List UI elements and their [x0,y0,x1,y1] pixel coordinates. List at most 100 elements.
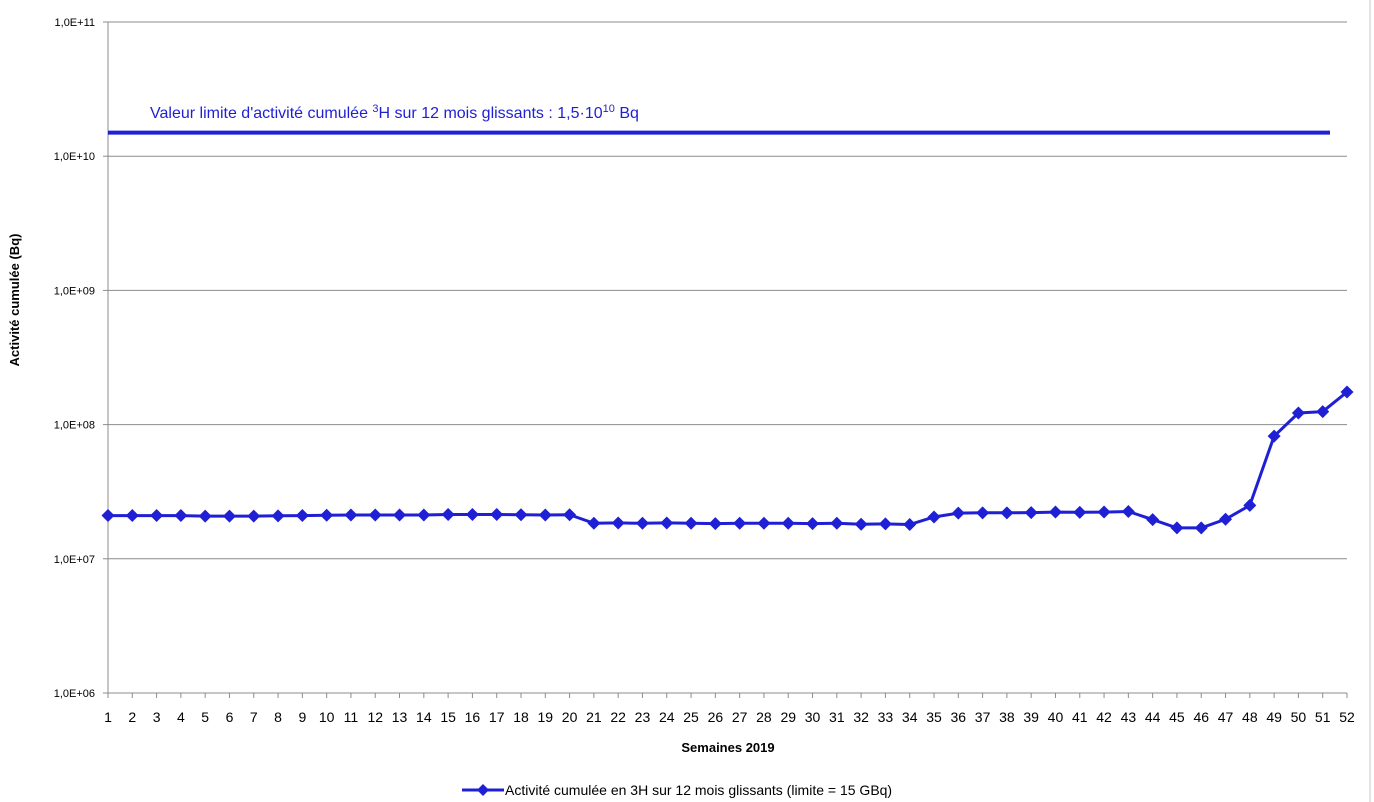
x-tick-label: 49 [1266,709,1282,725]
series-point [1243,498,1257,512]
x-tick-label: 47 [1218,709,1234,725]
x-tick-label: 6 [226,709,234,725]
series-point [733,516,747,530]
series-point [611,516,625,530]
limit-annotation-sup2: 10 [603,103,615,115]
series-point [1073,505,1087,519]
series-point [320,508,334,522]
series-point [806,517,820,531]
x-tick-label: 27 [732,709,748,725]
limit-annotation-end: Bq [615,105,639,122]
legend-marker-swatch [477,784,489,796]
y-tick-label: 1,0E+06 [54,688,95,700]
y-tick-label: 1,0E+07 [54,554,95,566]
legend-label: Activité cumulée en 3H sur 12 mois gliss… [505,782,892,798]
series-point [1097,505,1111,519]
series-point [174,509,188,523]
x-tick-label: 34 [902,709,918,725]
series-point [271,509,285,523]
series-point [1291,406,1305,420]
series-point [830,516,844,530]
x-tick-labels: 1 2 3 4 5 6 7 8 9 10 11 12 13 14 15 16 17 18 19 20 21 22 23 24 2… [104,693,1355,725]
x-tick-label: 44 [1145,709,1161,725]
series-point [538,508,552,522]
x-tick-label: 38 [999,709,1015,725]
x-tick-label: 22 [610,709,626,725]
series-markers [101,385,1354,535]
series-point [1024,506,1038,520]
series-point [757,516,771,530]
x-tick-label: 10 [319,709,335,725]
x-tick-label: 18 [513,709,529,725]
x-tick-label: 41 [1072,709,1088,725]
x-tick-label: 43 [1121,709,1137,725]
x-tick-label: 39 [1023,709,1039,725]
y-tick-label: 1,0E+10 [54,151,95,163]
series-point [1340,385,1354,399]
x-tick-label: 14 [416,709,432,725]
x-tick-label: 9 [298,709,306,725]
x-tick-label: 25 [683,709,699,725]
x-tick-label: 51 [1315,709,1331,725]
x-tick-label: 24 [659,709,675,725]
x-tick-label: 48 [1242,709,1258,725]
x-tick-label: 33 [878,709,894,725]
y-tick-label: 1,0E+11 [55,17,95,29]
x-tick-label: 42 [1096,709,1112,725]
limit-annotation-sup1: 3 [372,103,378,115]
legend: Activité cumulée en 3H sur 12 mois gliss… [462,782,892,798]
series-point [587,516,601,530]
series-point [660,516,674,530]
x-tick-label: 20 [562,709,578,725]
series-point [927,510,941,524]
series-point [125,509,139,523]
x-tick-label: 26 [708,709,724,725]
series-point [1146,513,1160,527]
series-point [635,516,649,530]
series-point [708,517,722,531]
x-tick-label: 17 [489,709,505,725]
series-point [1316,405,1330,419]
x-tick-label: 1 [104,709,112,725]
series-point [198,509,212,523]
x-tick-label: 31 [829,709,845,725]
series-point [465,507,479,521]
x-tick-label: 19 [538,709,554,725]
series-point [951,506,965,520]
limit-annotation-main: Valeur limite d'activité cumulée [150,105,372,122]
limit-annotation: Valeur limite d'activité cumulée 3H sur … [150,103,639,122]
x-tick-label: 13 [392,709,408,725]
series-point [1121,505,1135,519]
x-tick-label: 2 [128,709,136,725]
y-tick-label: 1,0E+08 [54,420,95,432]
y-tick-labels: 1,0E+06 1,0E+07 1,0E+08 1,0E+09 1,0E+10 1,0E+… [54,17,95,700]
series-point [417,508,431,522]
series-point [247,509,261,523]
series-point [854,517,868,531]
y-axis-title: Activité cumulée (Bq) [7,234,22,367]
x-tick-label: 30 [805,709,821,725]
x-tick-label: 12 [367,709,383,725]
series-point [441,507,455,521]
x-tick-label: 37 [975,709,991,725]
series-point [344,508,358,522]
x-tick-label: 28 [756,709,772,725]
series-point [514,508,528,522]
x-tick-label: 50 [1291,709,1307,725]
series-point [1000,506,1014,520]
series-point [1194,521,1208,535]
x-tick-label: 29 [780,709,796,725]
x-tick-label: 40 [1048,709,1064,725]
x-tick-label: 32 [853,709,869,725]
x-tick-label: 35 [926,709,942,725]
x-tick-label: 7 [250,709,258,725]
x-tick-label: 21 [586,709,602,725]
x-tick-label: 4 [177,709,185,725]
x-tick-label: 8 [274,709,282,725]
series-point [393,508,407,522]
series-point [490,507,504,521]
gridlines [103,21,1347,694]
series-point [368,508,382,522]
series-point [101,509,115,523]
